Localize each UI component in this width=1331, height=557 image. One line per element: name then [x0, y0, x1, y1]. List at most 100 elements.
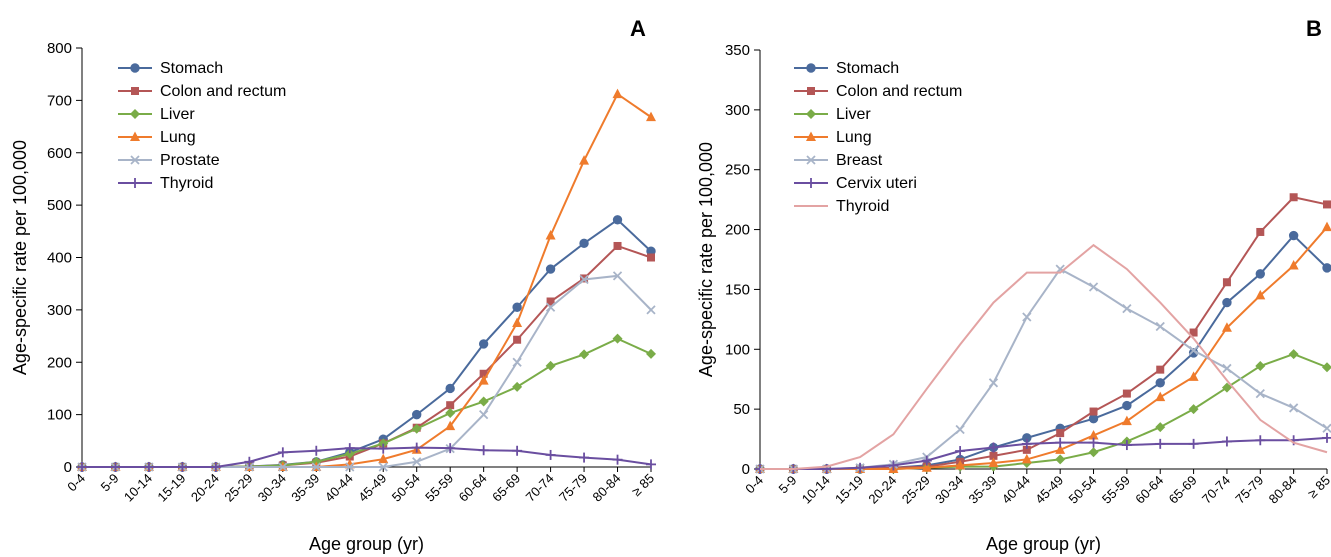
series-line	[82, 92, 652, 468]
data-point	[1022, 445, 1031, 454]
legend: Stomach Colon and rectum Liver Lung Breast Ce…	[794, 60, 962, 215]
data-point	[1055, 437, 1066, 448]
data-point	[1255, 269, 1265, 279]
data-point	[1255, 361, 1266, 372]
data-point	[612, 333, 623, 344]
legend-label: Liver	[836, 106, 871, 123]
series-line	[760, 243, 1328, 470]
legend-item-lung: Lung	[794, 129, 872, 146]
legend-marker	[131, 87, 139, 95]
x-tick-label: 30-34	[255, 471, 289, 505]
y-tick-label: 0	[742, 461, 750, 478]
data-point	[1156, 365, 1165, 374]
legend-marker	[806, 131, 816, 141]
legend-marker	[806, 109, 816, 119]
data-point	[1289, 403, 1299, 413]
series-line	[760, 436, 1328, 470]
data-point	[311, 462, 321, 472]
data-point	[647, 253, 655, 262]
data-point	[1222, 363, 1232, 374]
data-point	[545, 449, 556, 460]
legend-label: Lung	[836, 129, 872, 146]
data-point	[411, 423, 422, 434]
data-point	[210, 462, 221, 472]
data-point	[612, 215, 623, 225]
series-line	[760, 353, 1328, 470]
legend-item-prostate: Prostate	[118, 152, 220, 169]
data-point	[612, 271, 623, 281]
data-point	[445, 443, 456, 454]
x-tick-label: 70-74	[523, 471, 557, 505]
data-point	[612, 454, 623, 465]
data-point	[1155, 422, 1166, 433]
data-point	[1221, 436, 1232, 447]
data-point	[378, 443, 389, 454]
data-point	[1022, 312, 1032, 322]
data-point	[445, 408, 456, 419]
data-point	[955, 424, 965, 435]
data-point	[77, 462, 87, 472]
x-tick-label: 55-59	[1099, 473, 1133, 507]
y-tick-label: 0	[64, 459, 72, 476]
data-point	[1322, 423, 1331, 433]
data-point	[1088, 414, 1099, 424]
legend-marker	[130, 109, 140, 119]
data-point	[513, 335, 522, 344]
legend-marker	[130, 155, 140, 165]
data-point	[1322, 432, 1331, 443]
series-line	[82, 446, 652, 468]
legend-marker	[130, 178, 140, 188]
data-point	[278, 462, 288, 472]
series-prostate	[77, 271, 656, 472]
data-point	[1121, 415, 1132, 426]
y-axis-label: Age-specific rate per 100,000	[10, 140, 30, 375]
data-point	[478, 396, 489, 407]
y-tick-label: 200	[47, 354, 72, 371]
x-tick-label: 80-84	[590, 471, 624, 505]
legend-item-liver: Liver	[794, 106, 871, 123]
data-point	[177, 462, 188, 472]
data-point	[646, 305, 656, 315]
series-cervix-uteri	[755, 432, 1331, 474]
legend-marker	[806, 63, 816, 73]
data-point	[512, 445, 523, 456]
data-point	[1122, 400, 1132, 411]
data-point	[1322, 362, 1331, 373]
y-tick-label: 300	[725, 102, 750, 119]
series-liver	[77, 333, 656, 472]
data-point	[1322, 221, 1331, 232]
legend-item-colon-and-rectum: Colon and rectum	[794, 83, 962, 100]
data-point	[378, 438, 389, 449]
legend-item-thyroid: Thyroid	[118, 175, 213, 192]
legend: Stomach Colon and rectum Liver Lung Prostate…	[118, 60, 286, 192]
data-point	[1323, 200, 1331, 209]
data-point	[110, 462, 121, 472]
series-line	[760, 267, 1328, 470]
data-point	[1222, 297, 1232, 308]
data-point	[1155, 378, 1165, 388]
data-point	[311, 445, 322, 456]
legend-label: Thyroid	[160, 175, 213, 192]
data-point	[1222, 278, 1231, 287]
legend-label: Lung	[160, 129, 196, 146]
x-tick-label: 75-79	[556, 471, 590, 505]
data-point	[1188, 371, 1199, 381]
legend-item-breast: Breast	[794, 152, 883, 169]
data-point	[411, 442, 422, 453]
data-point	[579, 452, 590, 463]
data-point	[1221, 322, 1232, 332]
x-tick-label: 25-29	[899, 473, 933, 507]
x-tick-label: 20-24	[188, 471, 222, 505]
series-line	[760, 196, 1328, 470]
data-point	[1255, 388, 1265, 399]
data-point	[1255, 289, 1266, 300]
data-point	[1056, 429, 1065, 438]
x-tick-label: 60-64	[456, 471, 490, 505]
legend-marker	[807, 87, 815, 95]
y-tick-label: 100	[47, 407, 72, 424]
data-point	[579, 238, 589, 249]
data-point	[613, 241, 622, 250]
x-tick-label: 10-14	[121, 471, 155, 505]
x-tick-label: 25-29	[221, 471, 255, 505]
